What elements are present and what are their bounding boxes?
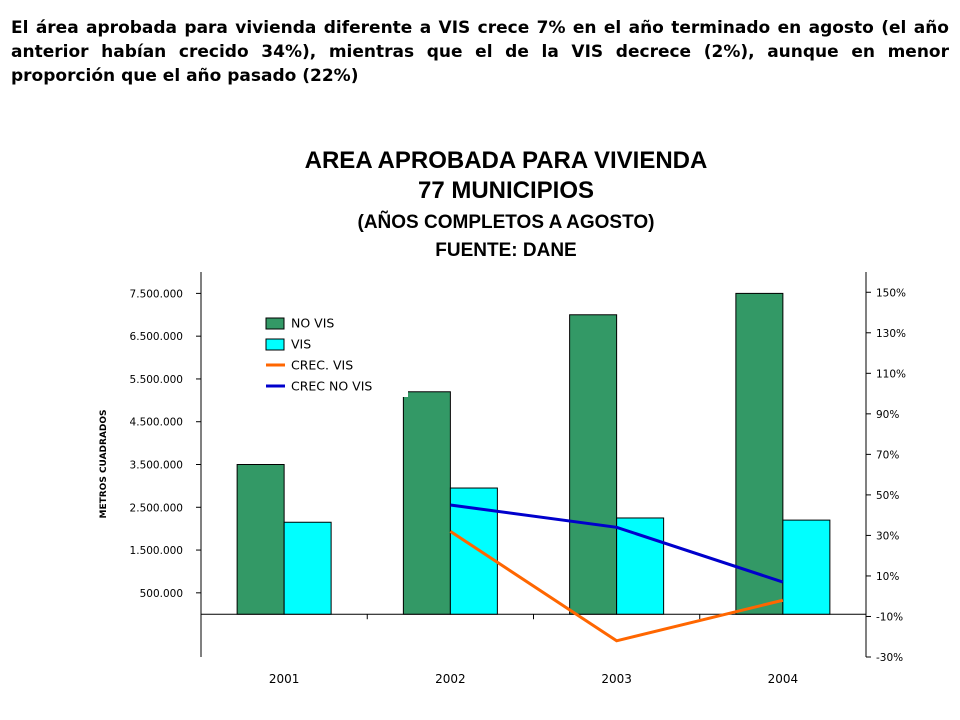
bar-no-vis-2004 [735,292,784,615]
left-axis-ticks: 500.000 1.500.000 2.500.000 3.500.000 4.500.… [130,288,201,600]
bar-vis-2003 [616,517,665,615]
right-tick-label: 30% [876,530,899,542]
chart-title-line: 77 MUNICIPIOS [418,177,594,204]
right-tick-label: 150% [876,287,906,299]
category-labels: 2001 2002 2003 2004 [269,672,798,686]
bar-vis-2004 [782,519,831,615]
right-axis-ticks: -30% -10% 10% 30% 50% 70% 90% 110% 130% 150% [866,287,906,664]
chart-title-line: FUENTE: DANE [435,240,576,261]
right-tick-label: 130% [876,328,906,340]
right-tick-label: 110% [876,368,906,380]
left-tick-label: 5.500.000 [130,374,183,386]
right-tick-label: -10% [876,611,903,623]
bar-no-vis-2001 [236,464,285,615]
bar-no-vis-2002 [402,391,451,615]
legend-label: NO VIS [291,316,334,331]
legend-swatch [265,338,285,351]
line-crec-no-vis [450,503,784,584]
right-tick-label: 50% [876,490,899,502]
legend-swatch [265,317,285,330]
legend-label: CREC NO VIS [291,379,372,394]
line-crec-vis [449,530,784,643]
category-label: 2001 [269,672,300,686]
chart-title-line: AREA APROBADA PARA VIVIENDA [305,147,708,174]
right-tick-label: -30% [876,652,903,664]
chart-title: AREA APROBADA PARA VIVIENDA 77 MUNICIPIOS… [305,147,708,261]
left-tick-label: 500.000 [140,588,183,600]
right-tick-label: 10% [876,571,899,583]
left-tick-label: 7.500.000 [130,288,183,300]
chart-title-line: (AÑOS COMPLETOS A AGOSTO) [358,211,655,233]
left-tick-label: 6.500.000 [130,331,183,343]
category-label: 2004 [768,672,799,686]
bar-vis-2001 [283,521,332,615]
y-axis-label: METROS CUADRADOS [99,409,109,518]
left-tick-label: 1.500.000 [130,545,183,557]
left-tick-label: 3.500.000 [130,460,183,472]
category-label: 2003 [601,672,632,686]
bar-no-vis-2003 [569,314,618,615]
left-tick-label: 4.500.000 [130,417,183,429]
right-tick-label: 70% [876,449,899,461]
bars [236,292,831,615]
intro-paragraph: El área aprobada para vivienda diferente… [11,18,949,86]
legend-label: CREC. VIS [291,358,353,373]
legend-label: VIS [291,337,311,352]
legend: NO VIS VIS CREC. VIS CREC NO VIS [258,308,408,397]
left-tick-label: 2.500.000 [130,502,183,514]
series-lines [449,503,784,643]
category-label: 2002 [435,672,466,686]
right-tick-label: 90% [876,409,899,421]
